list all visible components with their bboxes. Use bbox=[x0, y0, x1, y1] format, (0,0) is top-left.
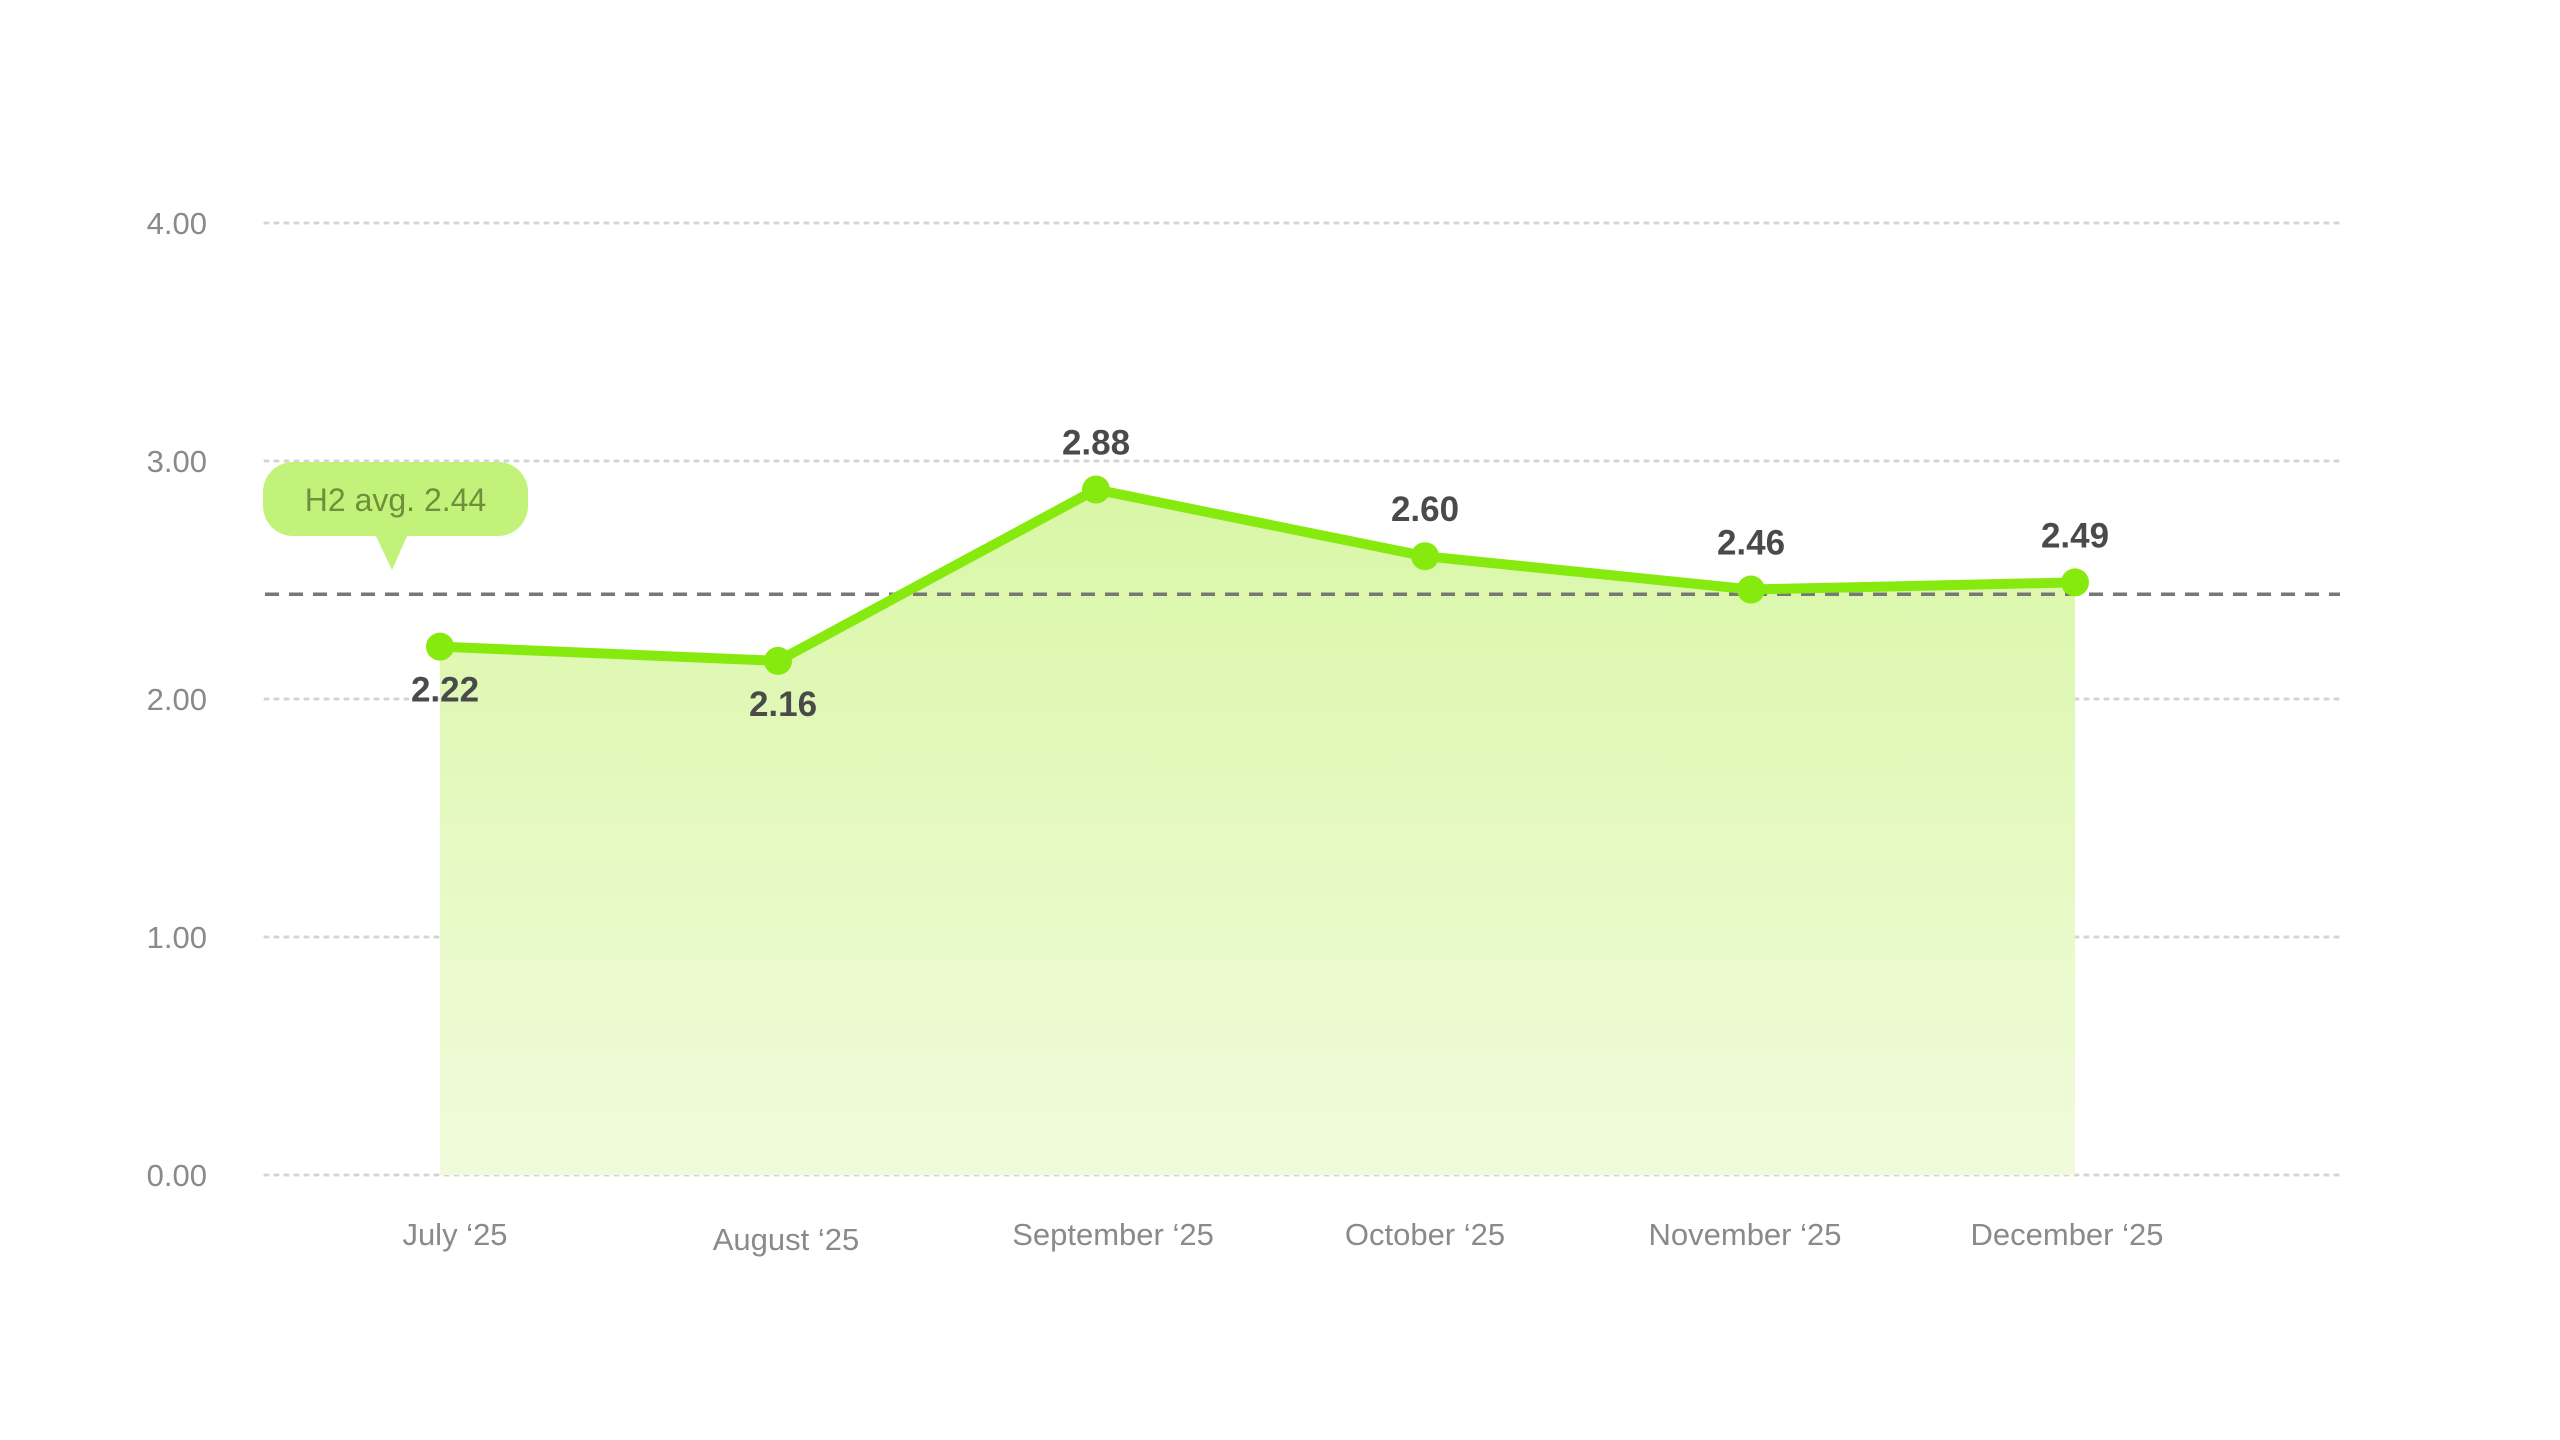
y-tick-label: 3.00 bbox=[147, 444, 207, 479]
avg-callout-bubble bbox=[263, 462, 528, 536]
data-points bbox=[426, 475, 2089, 675]
x-axis-categories: July ‘25 August ‘25 September ‘25 October ‘… bbox=[402, 1217, 2163, 1257]
data-labels: 2.22 2.16 2.88 2.60 2.46 2.49 bbox=[411, 424, 2109, 724]
x-category-label: August ‘25 bbox=[713, 1222, 860, 1257]
avg-callout-pointer bbox=[375, 534, 408, 570]
series-area bbox=[440, 489, 2075, 1175]
data-label: 2.49 bbox=[2041, 516, 2109, 555]
data-point bbox=[764, 646, 792, 675]
y-tick-label: 4.00 bbox=[147, 206, 207, 241]
data-point bbox=[426, 632, 454, 661]
x-category-label: November ‘25 bbox=[1649, 1217, 1842, 1252]
y-tick-label: 2.00 bbox=[147, 682, 207, 717]
y-tick-label: 1.00 bbox=[147, 920, 207, 955]
series-line-group bbox=[435, 484, 2080, 666]
x-category-label: December ‘25 bbox=[1971, 1217, 2164, 1252]
data-point bbox=[2061, 568, 2089, 597]
y-axis-ticks: 0.00 1.00 2.00 3.00 4.00 bbox=[147, 206, 207, 1193]
data-point bbox=[1411, 542, 1439, 571]
x-category-label: October ‘25 bbox=[1345, 1217, 1505, 1252]
avg-callout-label: H2 avg. 2.44 bbox=[305, 482, 486, 518]
data-label: 2.88 bbox=[1062, 424, 1130, 463]
data-point bbox=[1737, 575, 1765, 604]
x-category-label: September ‘25 bbox=[1012, 1217, 1214, 1252]
data-label: 2.16 bbox=[749, 685, 817, 724]
data-label: 2.46 bbox=[1717, 524, 1785, 563]
series-line bbox=[435, 484, 2080, 666]
data-label: 2.60 bbox=[1391, 490, 1459, 529]
area-fill bbox=[440, 489, 2075, 1175]
data-point bbox=[1082, 475, 1110, 504]
x-category-label: July ‘25 bbox=[402, 1217, 507, 1252]
y-tick-label: 0.00 bbox=[147, 1158, 207, 1193]
avg-callout: H2 avg. 2.44 bbox=[263, 462, 528, 570]
data-label: 2.22 bbox=[411, 671, 479, 710]
